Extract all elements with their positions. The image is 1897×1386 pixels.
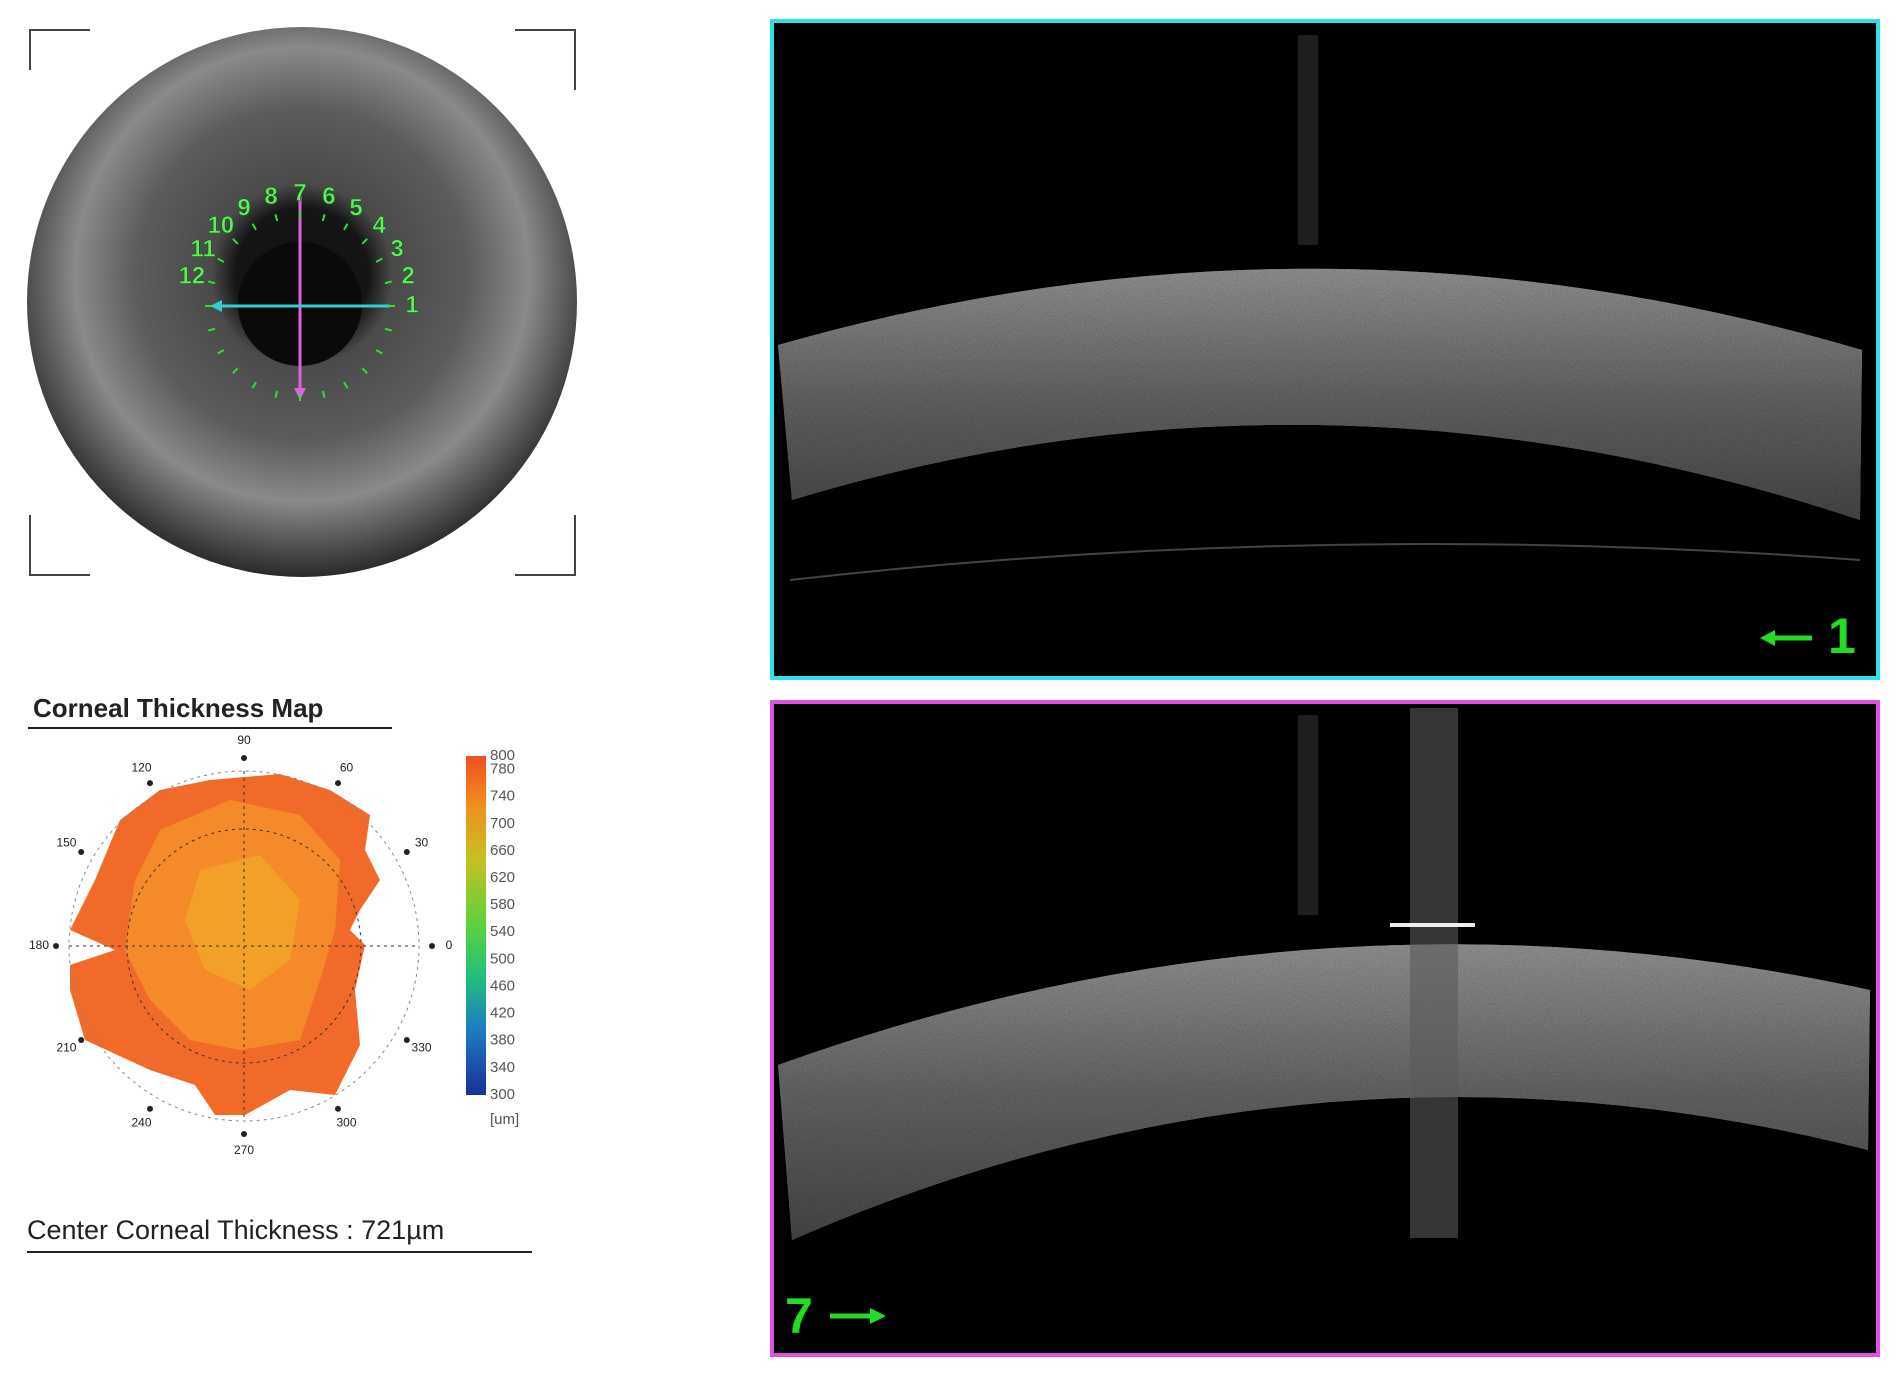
colorbar-label: 300 [490, 1086, 515, 1103]
angle-dot [78, 1037, 85, 1043]
angle-dot [403, 849, 410, 855]
angle-dot [147, 1105, 153, 1112]
thickness-map [68, 756, 486, 1122]
angle-dot [335, 1105, 341, 1112]
tick [384, 327, 393, 332]
colorbar-label: 700 [490, 815, 515, 832]
colorbar-label: 460 [490, 977, 515, 994]
angle-label: 240 [131, 1116, 151, 1130]
tick [343, 381, 349, 389]
scan-label: 7 [785, 1288, 813, 1344]
tick [232, 238, 239, 245]
angle-label: 150 [56, 836, 76, 850]
clock-label: 6 [322, 183, 335, 210]
clock-label: 2 [402, 262, 415, 289]
clock-label: 9 [237, 194, 250, 221]
tick [321, 390, 326, 399]
unit: [um] [490, 1111, 519, 1128]
colorbar-label: 580 [490, 896, 515, 913]
tick [251, 381, 257, 389]
angle-label: 300 [336, 1116, 356, 1130]
angle-label: 90 [237, 733, 251, 747]
angle-label: 60 [340, 761, 354, 775]
angle-dot [147, 780, 153, 787]
tick [361, 238, 368, 245]
clock-label: 7 [293, 179, 306, 206]
center-thickness: Center Corneal Thickness : 721µm [27, 1215, 444, 1245]
tick [274, 213, 279, 222]
angle-label: 210 [56, 1041, 76, 1055]
tick [384, 280, 393, 285]
clock-label: 8 [264, 183, 277, 210]
tick [274, 390, 279, 399]
tick [207, 327, 216, 332]
map-title: Corneal Thickness Map [33, 693, 323, 723]
tick [375, 349, 383, 355]
angle-dot [241, 755, 247, 761]
tick [251, 223, 257, 231]
angle-label: 0 [446, 938, 453, 952]
colorbar-label: 380 [490, 1032, 515, 1049]
colorbar-label: 740 [490, 788, 515, 805]
tick [232, 367, 239, 374]
scan-1: 1 [770, 19, 1880, 680]
angle-label: 180 [29, 938, 49, 952]
clock-label: 5 [349, 194, 362, 221]
clock-label: 1 [405, 291, 418, 318]
colorbar-label: 540 [490, 923, 515, 940]
angle-dot [241, 1131, 247, 1137]
angle-dot [335, 780, 341, 787]
scan-label: 1 [1828, 608, 1856, 664]
angle-dot [403, 1037, 410, 1043]
angle-label: 330 [412, 1041, 432, 1055]
tick [321, 213, 326, 222]
colorbar-label: 660 [490, 842, 515, 859]
tick [343, 223, 349, 231]
angle-label: 30 [415, 836, 429, 850]
tick [361, 367, 368, 374]
tick [217, 349, 225, 355]
angle-label: 270 [234, 1143, 254, 1157]
colorbar-label: 340 [490, 1059, 515, 1076]
angle-dot [429, 943, 435, 949]
colorbar-label: 500 [490, 950, 515, 967]
scan-7: 7 [770, 700, 1880, 1357]
clock-label: 11 [190, 235, 215, 262]
clock-label: 12 [178, 262, 205, 289]
colorbar-label: 800 [490, 747, 515, 764]
colorbar-label: 420 [490, 1005, 515, 1022]
clock-label: 4 [373, 212, 387, 239]
tick [207, 280, 216, 285]
colorbar-label: 620 [490, 869, 515, 886]
tick [217, 257, 225, 263]
tick [375, 257, 383, 263]
angle-dot [53, 943, 59, 949]
angle-label: 120 [131, 761, 151, 775]
colorbar-label: 780 [490, 761, 515, 778]
clock-label: 10 [207, 212, 234, 239]
clock-label: 3 [390, 235, 403, 262]
angle-dot [78, 849, 85, 855]
